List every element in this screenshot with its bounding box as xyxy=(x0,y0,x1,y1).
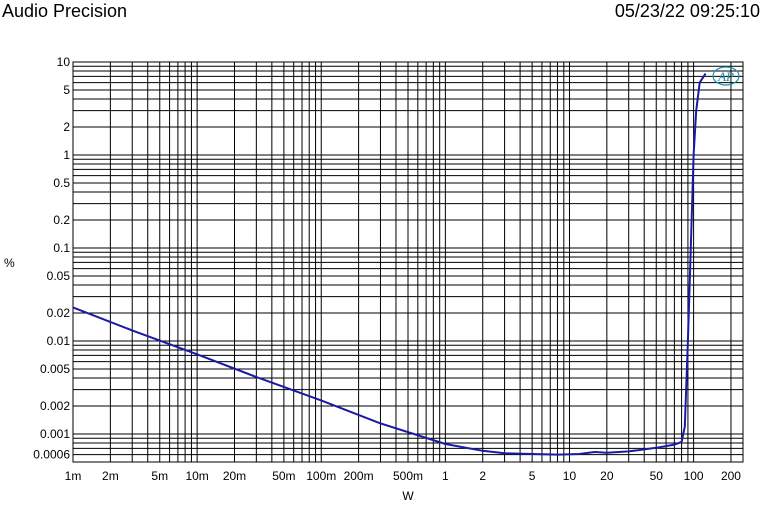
x-tick-label: 200 xyxy=(721,469,741,483)
ap-logo-icon: AP xyxy=(712,66,740,86)
x-tick-label: 200m xyxy=(344,469,374,483)
x-tick-label: 2 xyxy=(479,469,486,483)
x-axis-label: W xyxy=(402,489,414,503)
x-tick-label: 2m xyxy=(102,469,119,483)
x-tick-label: 20m xyxy=(223,469,246,483)
y-tick-labels: 10 5 2 1 0.5 0.2 0.1 0.05 0.02 0.01 0.005 0.002 0.00… xyxy=(33,55,70,462)
y-tick-label: 10 xyxy=(57,55,71,69)
x-tick-label: 100m xyxy=(306,469,336,483)
x-tick-label: 10 xyxy=(563,469,577,483)
x-tick-labels: 1m 2m 5m 10m 20m 50m 100m 200m 500m 1 2 5 10 20 50 100 2… xyxy=(65,469,742,483)
y-tick-label: 5 xyxy=(63,83,70,97)
y-tick-label: 0.02 xyxy=(47,306,71,320)
x-tick-label: 1m xyxy=(65,469,82,483)
y-tick-label: 0.0006 xyxy=(33,448,70,462)
grid xyxy=(72,61,744,463)
y-tick-label: 0.002 xyxy=(40,399,70,413)
series-line xyxy=(72,73,707,456)
y-tick-label: 1 xyxy=(63,148,70,162)
x-tick-label: 5 xyxy=(529,469,536,483)
y-axis-label: % xyxy=(4,256,15,270)
x-tick-label: 20 xyxy=(600,469,614,483)
timestamp: 05/23/22 09:25:10 xyxy=(614,1,760,21)
y-tick-label: 2 xyxy=(63,120,70,134)
x-tick-label: 50m xyxy=(272,469,295,483)
y-tick-label: 0.2 xyxy=(53,213,70,227)
y-tick-label: 0.001 xyxy=(40,427,70,441)
brand-title: Audio Precision xyxy=(2,1,128,21)
x-tick-label: 5m xyxy=(151,469,168,483)
x-tick-label: 1 xyxy=(442,469,449,483)
x-tick-label: 10m xyxy=(185,469,208,483)
y-tick-label: 0.5 xyxy=(53,176,70,190)
y-tick-label: 0.005 xyxy=(40,362,70,376)
y-tick-label: 0.01 xyxy=(47,334,71,348)
logo-text: AP xyxy=(717,69,734,84)
y-tick-label: 0.05 xyxy=(47,269,71,283)
series-group xyxy=(72,73,707,456)
x-tick-label: 500m xyxy=(393,469,423,483)
y-tick-label: 0.1 xyxy=(53,241,70,255)
x-tick-label: 100 xyxy=(684,469,704,483)
x-tick-label: 50 xyxy=(650,469,664,483)
